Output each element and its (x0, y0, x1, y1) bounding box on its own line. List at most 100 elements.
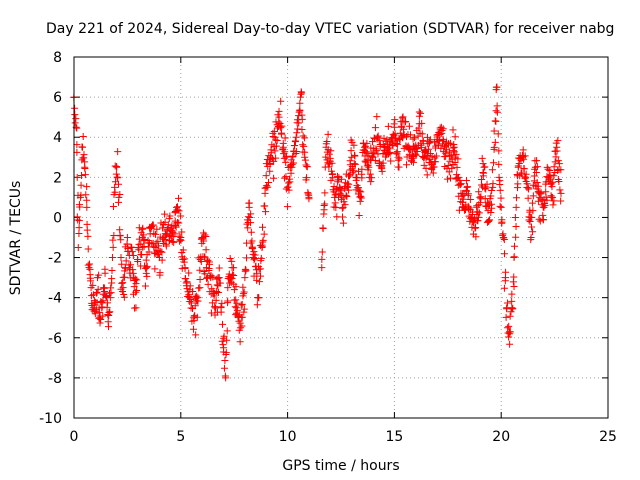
interp-point (495, 147, 503, 155)
interp-point (462, 176, 470, 184)
interp-point (449, 126, 457, 134)
interp-point (265, 178, 273, 186)
interp-point (464, 190, 472, 198)
interp-point (270, 174, 278, 182)
interp-point (426, 149, 434, 157)
interp-point (162, 240, 170, 248)
x-tick-label: 10 (279, 429, 297, 445)
interp-point (296, 99, 304, 107)
interp-point (301, 148, 309, 156)
interp-point (351, 152, 359, 160)
interp-point (175, 207, 183, 215)
interp-point (343, 192, 351, 200)
interp-point (237, 301, 245, 309)
interp-point (436, 136, 444, 144)
interp-point (205, 266, 213, 274)
interp-point (336, 190, 344, 198)
interp-point (463, 183, 471, 191)
interp-point (457, 180, 465, 188)
interp-point (354, 184, 362, 192)
interp-point (200, 237, 208, 245)
interp-point (355, 211, 363, 219)
interp-point (192, 331, 200, 339)
interp-point (500, 235, 508, 243)
interp-point (402, 118, 410, 126)
interp-point (232, 283, 240, 291)
interp-point (240, 288, 248, 296)
interp-point (328, 159, 336, 167)
interp-point (240, 290, 248, 298)
interp-point (277, 130, 285, 138)
interp-point (255, 278, 263, 286)
interp-point (250, 256, 258, 264)
interp-point (253, 301, 261, 309)
interp-point (154, 237, 162, 245)
interp-point (78, 172, 86, 180)
data-point (548, 193, 556, 201)
x-tick-label: 0 (70, 429, 79, 445)
interp-point (432, 142, 440, 150)
interp-point (425, 139, 433, 147)
interp-point (220, 364, 228, 372)
interp-point (214, 289, 222, 297)
interp-point (387, 157, 395, 165)
interp-point (81, 165, 89, 173)
interp-point (498, 219, 506, 227)
interp-point (291, 137, 299, 145)
interp-point (507, 308, 515, 316)
interp-point (172, 223, 180, 231)
data-point (390, 123, 398, 131)
interp-point (372, 147, 380, 155)
interp-point (261, 202, 269, 210)
interp-point (88, 292, 96, 300)
interp-point (431, 158, 439, 166)
interp-point (207, 309, 215, 317)
interp-point (107, 284, 115, 292)
interp-point (384, 150, 392, 158)
interp-point (121, 264, 129, 272)
interp-point (277, 97, 285, 105)
interp-point (294, 125, 302, 133)
interp-point (523, 180, 531, 188)
interp-point (127, 261, 135, 269)
interp-point (357, 194, 365, 202)
interp-point (116, 191, 124, 199)
y-axis-label: SDTVAR / TECUs (8, 181, 24, 296)
interp-point (118, 260, 126, 268)
interp-point (81, 171, 89, 179)
interp-point (489, 180, 497, 188)
interp-point (273, 136, 281, 144)
interp-point (362, 142, 370, 150)
interp-point (75, 229, 83, 237)
interp-point (496, 202, 504, 210)
interp-point (471, 224, 479, 232)
interp-point (77, 181, 85, 189)
y-tick-label: -2 (48, 251, 62, 267)
interp-point (275, 107, 283, 115)
interp-point (189, 288, 197, 296)
interp-point (399, 113, 407, 121)
interp-point (300, 142, 308, 150)
interp-point (502, 268, 510, 276)
interp-point (412, 151, 420, 159)
interp-point (533, 163, 541, 171)
interp-point (371, 156, 379, 164)
interp-point (474, 208, 482, 216)
data-point (527, 234, 535, 241)
interp-point (384, 122, 392, 130)
interp-point (250, 248, 258, 256)
interp-point (374, 133, 382, 141)
interp-point (379, 159, 387, 167)
interp-point (444, 175, 452, 183)
interp-point (109, 203, 117, 211)
data-point (115, 193, 123, 201)
data-point (222, 374, 230, 382)
interp-point (452, 150, 460, 158)
data-point (91, 310, 99, 318)
interp-point (129, 251, 137, 259)
interp-point (319, 224, 327, 232)
interp-point (269, 129, 277, 137)
interp-point (347, 147, 355, 155)
interp-point (350, 167, 358, 175)
